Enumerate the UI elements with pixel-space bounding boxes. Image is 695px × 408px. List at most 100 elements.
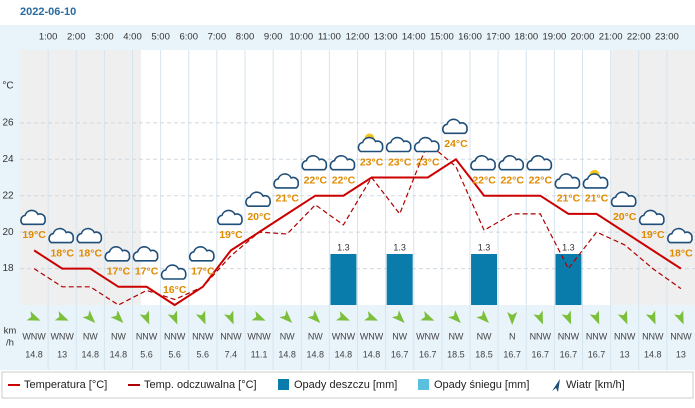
- weather-icon: [413, 136, 440, 153]
- weather-icon: [442, 118, 468, 135]
- wind-unit: /h: [6, 338, 14, 349]
- temperature-label: 23°C: [416, 156, 440, 168]
- wind-direction: NNW: [642, 331, 664, 341]
- y-tick-label: 18: [2, 263, 14, 274]
- temperature-label: 19°C: [22, 229, 46, 241]
- legend-label: Temp. odczuwalna [°C]: [144, 379, 257, 391]
- wind-speed: 18.5: [475, 349, 493, 359]
- wind-unit: km: [4, 326, 17, 337]
- hour-label: 15:00: [430, 32, 454, 43]
- wind-direction: NNW: [558, 331, 580, 341]
- rain-label: 1.3: [337, 242, 350, 252]
- wind-direction: NNW: [164, 331, 186, 341]
- rain-label: 1.3: [478, 242, 491, 252]
- wind-arrow: [617, 310, 628, 325]
- hour-label: 3:00: [95, 32, 114, 43]
- hour-label: 10:00: [289, 32, 313, 43]
- wind-speed: 13: [620, 349, 630, 359]
- cloud: [20, 209, 46, 226]
- wind-speed: 13: [676, 349, 686, 359]
- cloud: [104, 246, 131, 262]
- wind-direction: NW: [83, 331, 98, 341]
- wind-speed: 16.7: [503, 349, 521, 359]
- temperature-label: 23°C: [388, 156, 412, 168]
- weather-icon: [582, 173, 609, 189]
- legend-wind-icon: [552, 379, 560, 392]
- wind-speed: 5.6: [140, 349, 153, 359]
- wind-direction: WNW: [332, 331, 356, 341]
- hour-label: 13:00: [374, 32, 398, 43]
- cloud: [442, 118, 468, 135]
- temperature-label: 21°C: [275, 193, 299, 205]
- temperature-label: 23°C: [360, 156, 384, 168]
- weather-icon: [20, 209, 46, 226]
- weather-icon: [329, 154, 356, 171]
- temperature-label: 19°C: [219, 229, 243, 241]
- wind-arrow: [335, 311, 350, 321]
- temperature-label: 20°C: [613, 211, 637, 223]
- rain-bar: [555, 254, 582, 305]
- wind-arrow: [420, 311, 435, 321]
- wind-arrow: [589, 310, 600, 325]
- wind-direction: WNW: [50, 331, 74, 341]
- wind-direction: NNW: [220, 331, 242, 341]
- wind-arrow: [139, 310, 150, 325]
- weather-icon: [498, 154, 525, 171]
- cloud: [76, 227, 103, 244]
- rain-bar: [471, 254, 498, 305]
- cloud: [329, 154, 356, 171]
- wind-direction: NNW: [670, 331, 692, 341]
- temperature-label: 22°C: [304, 174, 328, 186]
- wind-direction: NNW: [586, 331, 608, 341]
- wind-direction: WNW: [360, 331, 384, 341]
- wind-speed: 14.8: [25, 349, 43, 359]
- weather-icon: [385, 136, 412, 153]
- temperature-label: 16°C: [163, 284, 187, 296]
- cloud: [48, 227, 75, 244]
- cloud: [385, 136, 412, 153]
- hour-label: 4:00: [123, 32, 142, 43]
- temperature-label: 22°C: [529, 174, 553, 186]
- wind-speed: 14.8: [82, 349, 100, 359]
- temperature-label: 20°C: [247, 211, 271, 223]
- wind-speed: 14.8: [307, 349, 325, 359]
- legend-label: Opady deszczu [mm]: [294, 379, 397, 391]
- hour-label: 5:00: [151, 32, 170, 43]
- night-shade: [610, 50, 695, 305]
- temperature-label: 22°C: [472, 174, 496, 186]
- wind-speed: 14.8: [278, 349, 296, 359]
- hour-label: 12:00: [346, 32, 370, 43]
- wind-speed: 11.1: [251, 349, 268, 359]
- y-axis-label: °C: [2, 81, 13, 92]
- wind-direction: NNW: [530, 331, 552, 341]
- wind-arrow: [307, 310, 321, 323]
- temperature-label: 22°C: [500, 174, 524, 186]
- y-tick-label: 26: [2, 117, 14, 128]
- temperature-label: 17°C: [107, 266, 131, 278]
- wind-arrow: [364, 311, 379, 321]
- cloud: [554, 173, 581, 189]
- hour-label: 18:00: [514, 32, 538, 43]
- cloud: [357, 136, 384, 153]
- temperature-label: 19°C: [641, 229, 665, 241]
- wind-direction: WNW: [247, 331, 271, 341]
- wind-speed: 13: [57, 349, 67, 359]
- cloud: [638, 209, 665, 226]
- wind-direction: NNW: [136, 331, 158, 341]
- weather-icon: [160, 264, 187, 280]
- hour-label: 21:00: [599, 32, 623, 43]
- temperature-label: 21°C: [585, 193, 609, 205]
- temperature-line: [33, 157, 682, 307]
- temperature-label: 22°C: [332, 174, 356, 186]
- hour-label: 20:00: [571, 32, 595, 43]
- rain-bar: [330, 254, 357, 305]
- y-tick-label: 20: [2, 227, 14, 238]
- hour-label: 9:00: [264, 32, 283, 43]
- wind-speed: 5.6: [197, 349, 210, 359]
- wind-arrow: [507, 312, 518, 325]
- legend-label: Opady śniegu [mm]: [434, 379, 529, 391]
- cloud: [582, 173, 609, 189]
- wind-speed: 7.4: [225, 349, 238, 359]
- hour-label: 14:00: [402, 32, 426, 43]
- wind-arrow: [391, 310, 405, 323]
